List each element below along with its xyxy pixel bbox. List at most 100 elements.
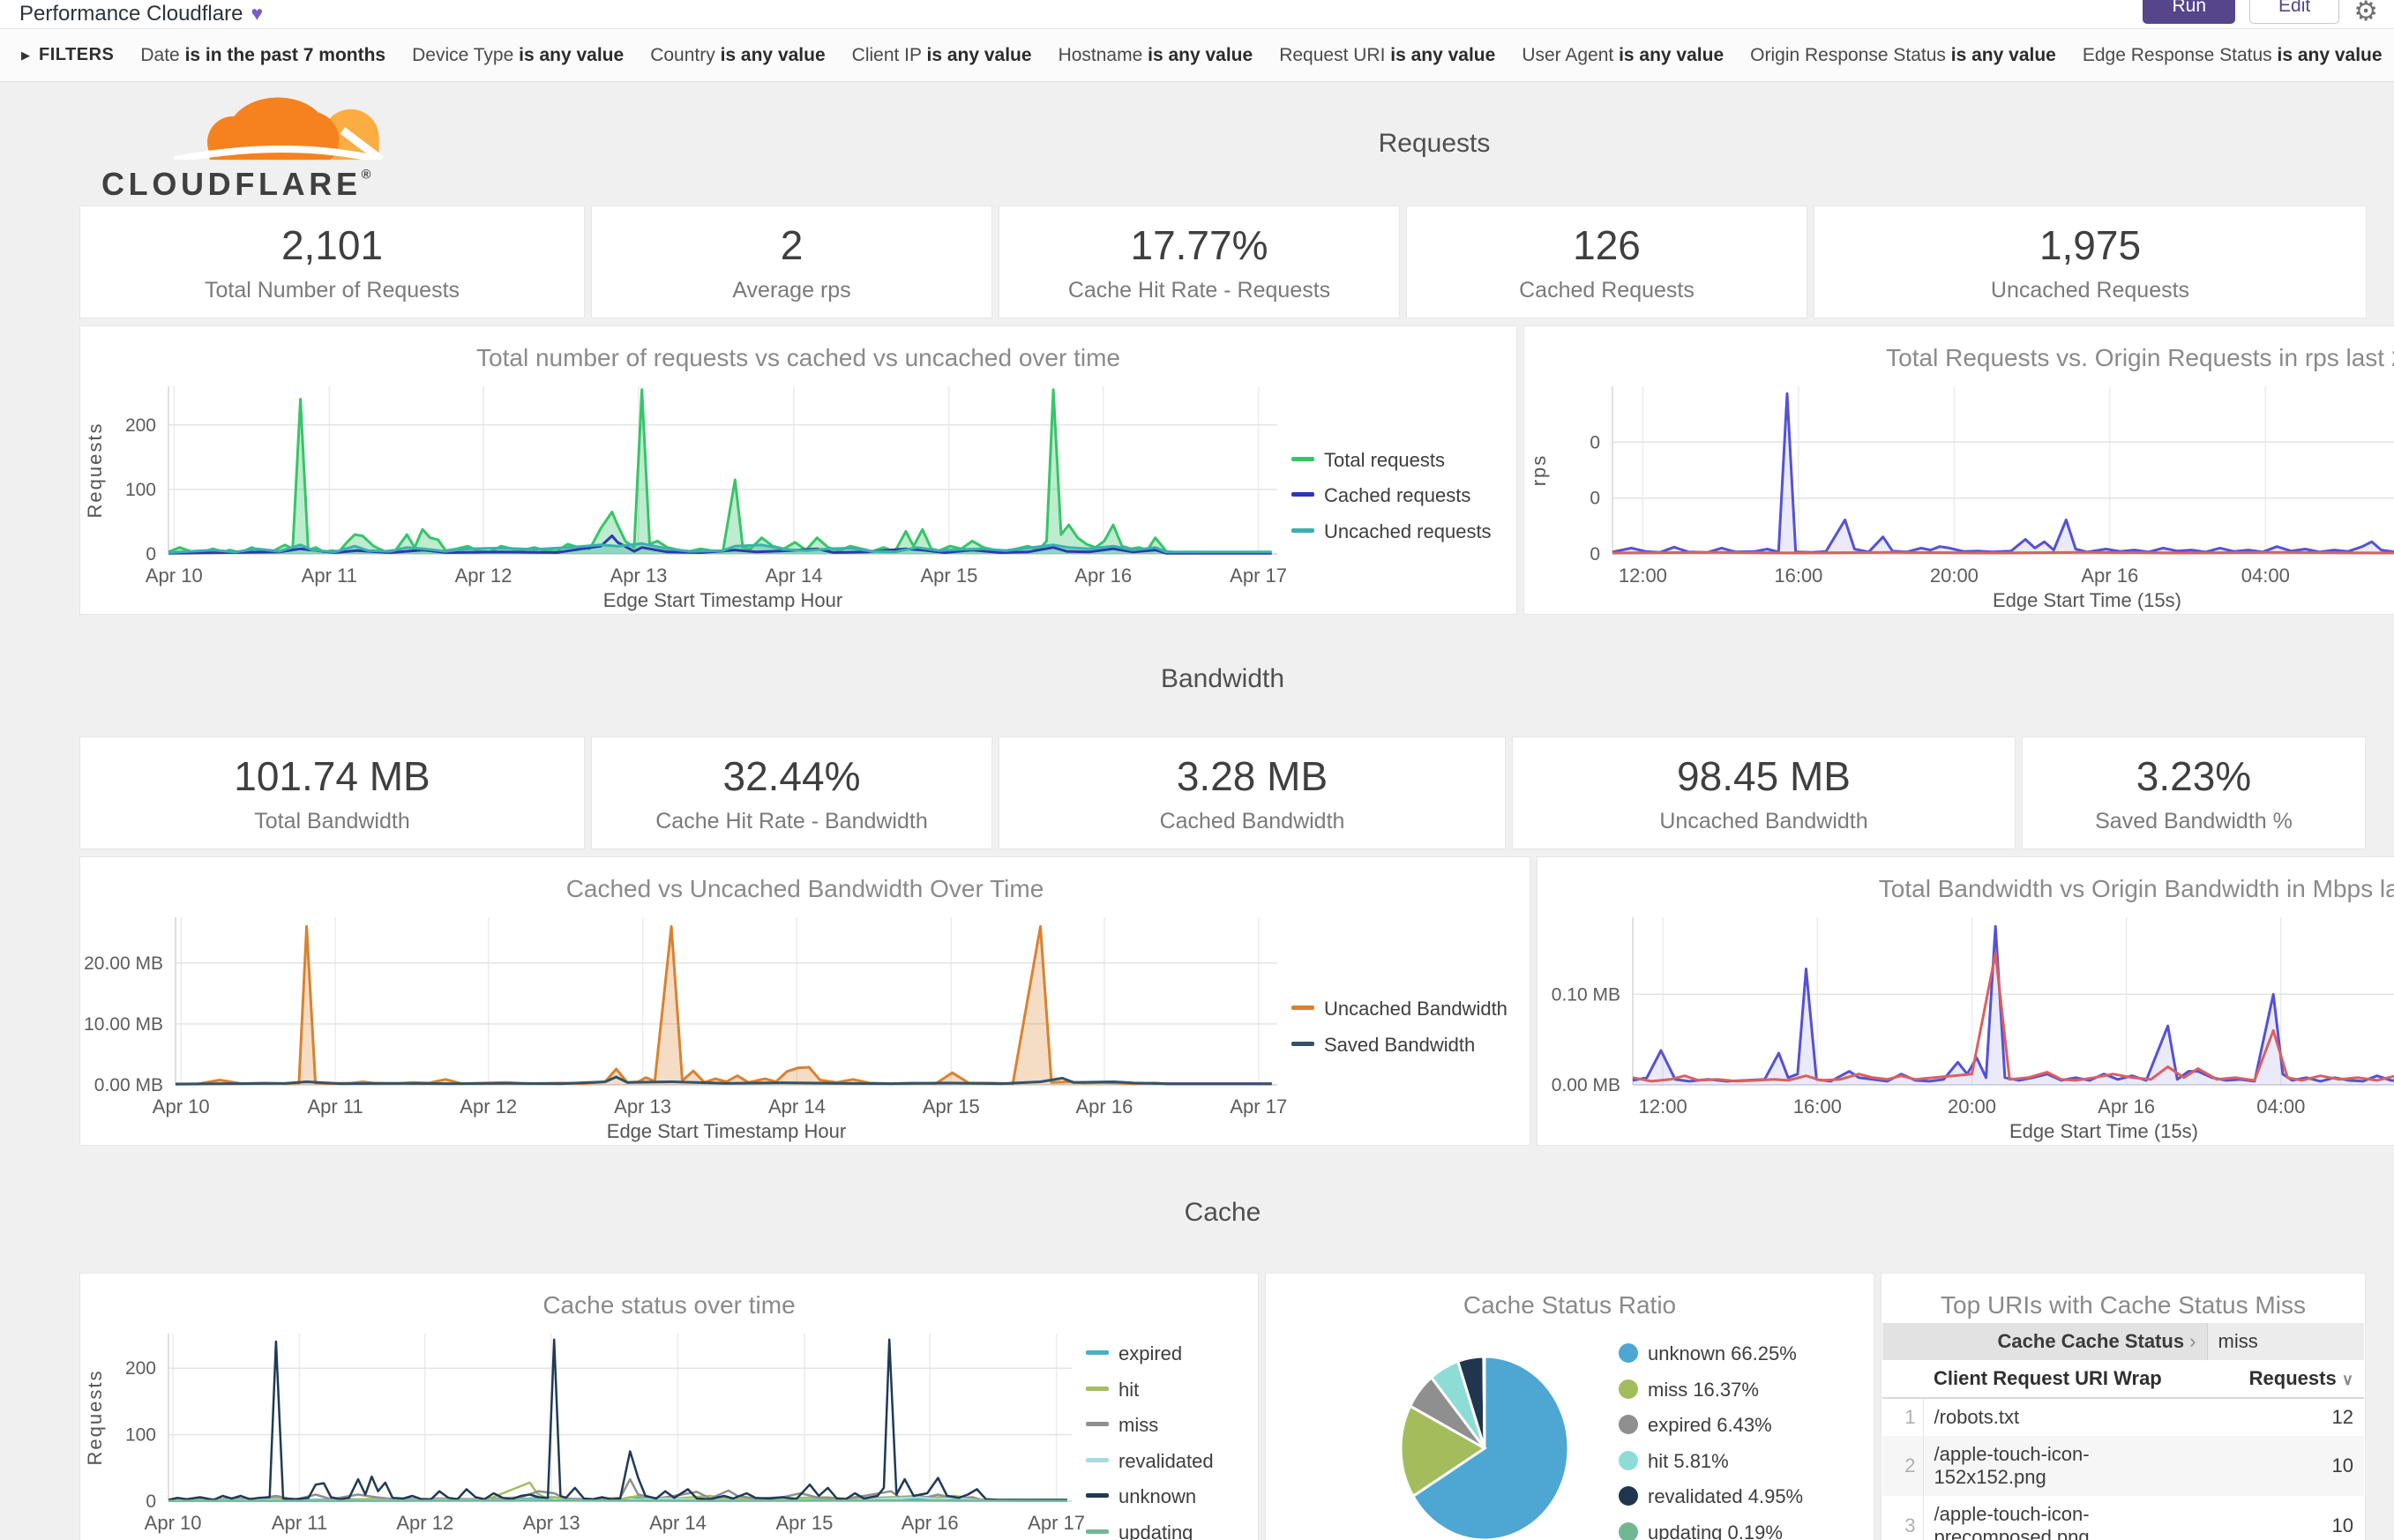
table-row[interactable]: 1 /robots.txt 12 xyxy=(1882,1398,2364,1436)
legend-item[interactable]: expired 6.43% xyxy=(1619,1413,1803,1438)
legend-item[interactable]: hit xyxy=(1086,1378,1251,1402)
legend-item[interactable]: Cached requests xyxy=(1291,483,1509,508)
legend-item[interactable]: miss xyxy=(1086,1413,1251,1438)
requests-charts-row: Total number of requests vs cached vs un… xyxy=(79,325,2394,615)
kpi-value: 2,101 xyxy=(281,221,384,268)
legend-item[interactable]: revalidated 4.95% xyxy=(1619,1484,1803,1509)
bandwidth-over-time-plot: 0.00 MB 10.00 MB 20.00 MB Apr 10 Apr 11 Apr 1… xyxy=(84,917,1287,1142)
run-button[interactable]: Run xyxy=(2143,0,2236,24)
svg-text:Edge Start Time (15s): Edge Start Time (15s) xyxy=(2009,1120,2198,1142)
legend-item[interactable]: unknown xyxy=(1086,1484,1251,1509)
cache-header-row: Cache xyxy=(79,1153,2366,1273)
legend-item[interactable]: miss 16.37% xyxy=(1619,1378,1803,1402)
kpi-saved-bandwidth-pct[interactable]: 3.23% Saved Bandwidth % xyxy=(2022,736,2366,849)
kpi-value: 98.45 MB xyxy=(1677,752,1851,799)
legend-swatch xyxy=(1086,1457,1109,1462)
filter-item-origin-response-status[interactable]: Origin Response Status is any value xyxy=(1750,44,2056,65)
filter-item-client-ip[interactable]: Client IP is any value xyxy=(851,44,1032,65)
kpi-value: 1,975 xyxy=(2039,221,2142,268)
bandwidth-charts-row: Cached vs Uncached Bandwidth Over Time 0… xyxy=(79,856,2394,1146)
column-header-requests[interactable]: Requests ∨ xyxy=(2207,1360,2364,1399)
svg-text:0: 0 xyxy=(146,1491,156,1512)
filter-item-device-type[interactable]: Device Type is any value xyxy=(412,44,625,65)
kpi-total-bandwidth[interactable]: 101.74 MB Total Bandwidth xyxy=(79,736,585,849)
kpi-value: 126 xyxy=(1573,221,1641,268)
svg-text:10.00 MB: 10.00 MB xyxy=(84,1014,163,1035)
legend-item[interactable]: Uncached requests xyxy=(1291,520,1509,544)
legend-item[interactable]: updating 0.19% xyxy=(1619,1521,1803,1540)
table-top-uris-cache-miss[interactable]: Top URIs with Cache Status Miss Cache Ca… xyxy=(1881,1273,2366,1540)
svg-text:Apr 14: Apr 14 xyxy=(765,564,822,587)
svg-text:12:00: 12:00 xyxy=(1639,1095,1687,1118)
svg-text:Edge Start Time (15s): Edge Start Time (15s) xyxy=(1993,589,2181,611)
filter-item-hostname[interactable]: Hostname is any value xyxy=(1058,44,1253,65)
kpi-uncached-bandwidth[interactable]: 98.45 MB Uncached Bandwidth xyxy=(1512,736,2016,849)
kpi-value: 2 xyxy=(780,221,804,268)
favorite-heart-icon[interactable]: ♥ xyxy=(251,1,264,25)
settings-gear-icon[interactable]: ⚙ xyxy=(2353,0,2378,26)
svg-text:Apr 16: Apr 16 xyxy=(901,1512,959,1534)
legend-item[interactable]: unknown 66.25% xyxy=(1619,1342,1803,1366)
legend-swatch xyxy=(1291,527,1314,533)
filters-caret-icon: ▶ xyxy=(21,48,30,62)
kpi-label: Uncached Requests xyxy=(1990,277,2190,303)
table-group-header[interactable]: Cache Cache Status › xyxy=(1882,1323,2207,1360)
kpi-cached-requests[interactable]: 126 Cached Requests xyxy=(1406,206,1807,318)
chart-requests-over-time[interactable]: Total number of requests vs cached vs un… xyxy=(79,325,1517,615)
svg-text:Edge Start Timestamp Hour: Edge Start Timestamp Hour xyxy=(607,1120,846,1142)
kpi-cache-hit-rate-requests[interactable]: 17.77% Cache Hit Rate - Requests xyxy=(999,206,1400,318)
legend-label: updating xyxy=(1118,1521,1193,1540)
filters-expander[interactable]: ▶ FILTERS xyxy=(21,45,114,65)
row-number: 3 xyxy=(1882,1496,1924,1540)
table-row[interactable]: 3 /apple-touch-icon-precomposed.png 10 xyxy=(1882,1496,2364,1540)
legend-item[interactable]: Total requests xyxy=(1291,448,1509,473)
table-row[interactable]: 2 /apple-touch-icon-152x152.png 10 xyxy=(1882,1436,2364,1496)
legend-item[interactable]: Uncached Bandwidth xyxy=(1291,997,1522,1021)
svg-text:Apr 17: Apr 17 xyxy=(1230,1095,1287,1118)
legend-swatch xyxy=(1291,492,1314,497)
filter-item-edge-response-status[interactable]: Edge Response Status is any value xyxy=(2082,44,2383,65)
kpi-average-rps[interactable]: 2 Average rps xyxy=(591,206,992,318)
svg-text:0.10 MB: 0.10 MB xyxy=(1552,984,1620,1005)
chart-bandwidth-over-time[interactable]: Cached vs Uncached Bandwidth Over Time 0… xyxy=(79,856,1530,1146)
kpi-uncached-requests[interactable]: 1,975 Uncached Requests xyxy=(1814,206,2367,318)
topbar-actions: Run Edit ⚙ xyxy=(2143,0,2378,26)
legend-item[interactable]: revalidated xyxy=(1086,1449,1251,1474)
kpi-value: 17.77% xyxy=(1130,221,1268,268)
svg-text:Apr 13: Apr 13 xyxy=(610,564,668,587)
cell-requests: 10 xyxy=(2331,1454,2353,1476)
filter-item-country[interactable]: Country is any value xyxy=(650,44,826,65)
svg-text:100: 100 xyxy=(125,480,156,500)
filter-item-date[interactable]: Date is in the past 7 months xyxy=(140,44,386,65)
cell-uri: /apple-touch-icon-precomposed.png xyxy=(1934,1503,2090,1540)
legend-item[interactable]: updating xyxy=(1086,1521,1251,1540)
chart-cache-status-over-time[interactable]: Cache status over time 0 100 200 Apr 10 Apr … xyxy=(79,1273,1259,1540)
chart-rps-last-24h[interactable]: Total Requests vs. Origin Requests in rp… xyxy=(1523,325,2394,615)
filters-label: FILTERS xyxy=(39,45,115,64)
chart-title: Cached vs Uncached Bandwidth Over Time xyxy=(565,875,1044,902)
chart-title: Cache Status Ratio xyxy=(1463,1291,1677,1319)
svg-text:Apr 12: Apr 12 xyxy=(455,564,512,587)
svg-text:Apr 13: Apr 13 xyxy=(614,1095,671,1118)
column-header-uri[interactable]: Client Request URI Wrap xyxy=(1923,1360,2207,1399)
svg-text:20:00: 20:00 xyxy=(1948,1095,1996,1118)
kpi-value: 3.23% xyxy=(2136,752,2252,799)
filter-item-request-uri[interactable]: Request URI is any value xyxy=(1279,44,1496,65)
kpi-cache-hit-rate-bandwidth[interactable]: 32.44% Cache Hit Rate - Bandwidth xyxy=(591,736,992,849)
kpi-total-requests[interactable]: 2,101 Total Number of Requests xyxy=(79,206,585,318)
legend-swatch xyxy=(1619,1450,1638,1470)
sort-desc-icon: ∨ xyxy=(2341,1371,2353,1388)
kpi-label: Cached Requests xyxy=(1519,277,1695,303)
chart-cache-status-ratio[interactable]: Cache Status Ratio unknown 66.25% miss 16… xyxy=(1265,1273,1874,1540)
edit-button[interactable]: Edit xyxy=(2249,0,2340,24)
svg-text:0: 0 xyxy=(1590,432,1600,452)
table-group-value: miss xyxy=(2206,1323,2364,1360)
filter-item-user-agent[interactable]: User Agent is any value xyxy=(1522,44,1724,65)
svg-text:0: 0 xyxy=(146,544,156,564)
chart-bandwidth-last-24h[interactable]: Total Bandwidth vs Origin Bandwidth in M… xyxy=(1537,856,2394,1146)
legend-label: Cached requests xyxy=(1324,484,1471,507)
kpi-cached-bandwidth[interactable]: 3.28 MB Cached Bandwidth xyxy=(999,736,1506,849)
legend-item[interactable]: Saved Bandwidth xyxy=(1291,1033,1522,1058)
legend-item[interactable]: expired xyxy=(1086,1342,1251,1366)
legend-item[interactable]: hit 5.81% xyxy=(1619,1449,1803,1474)
